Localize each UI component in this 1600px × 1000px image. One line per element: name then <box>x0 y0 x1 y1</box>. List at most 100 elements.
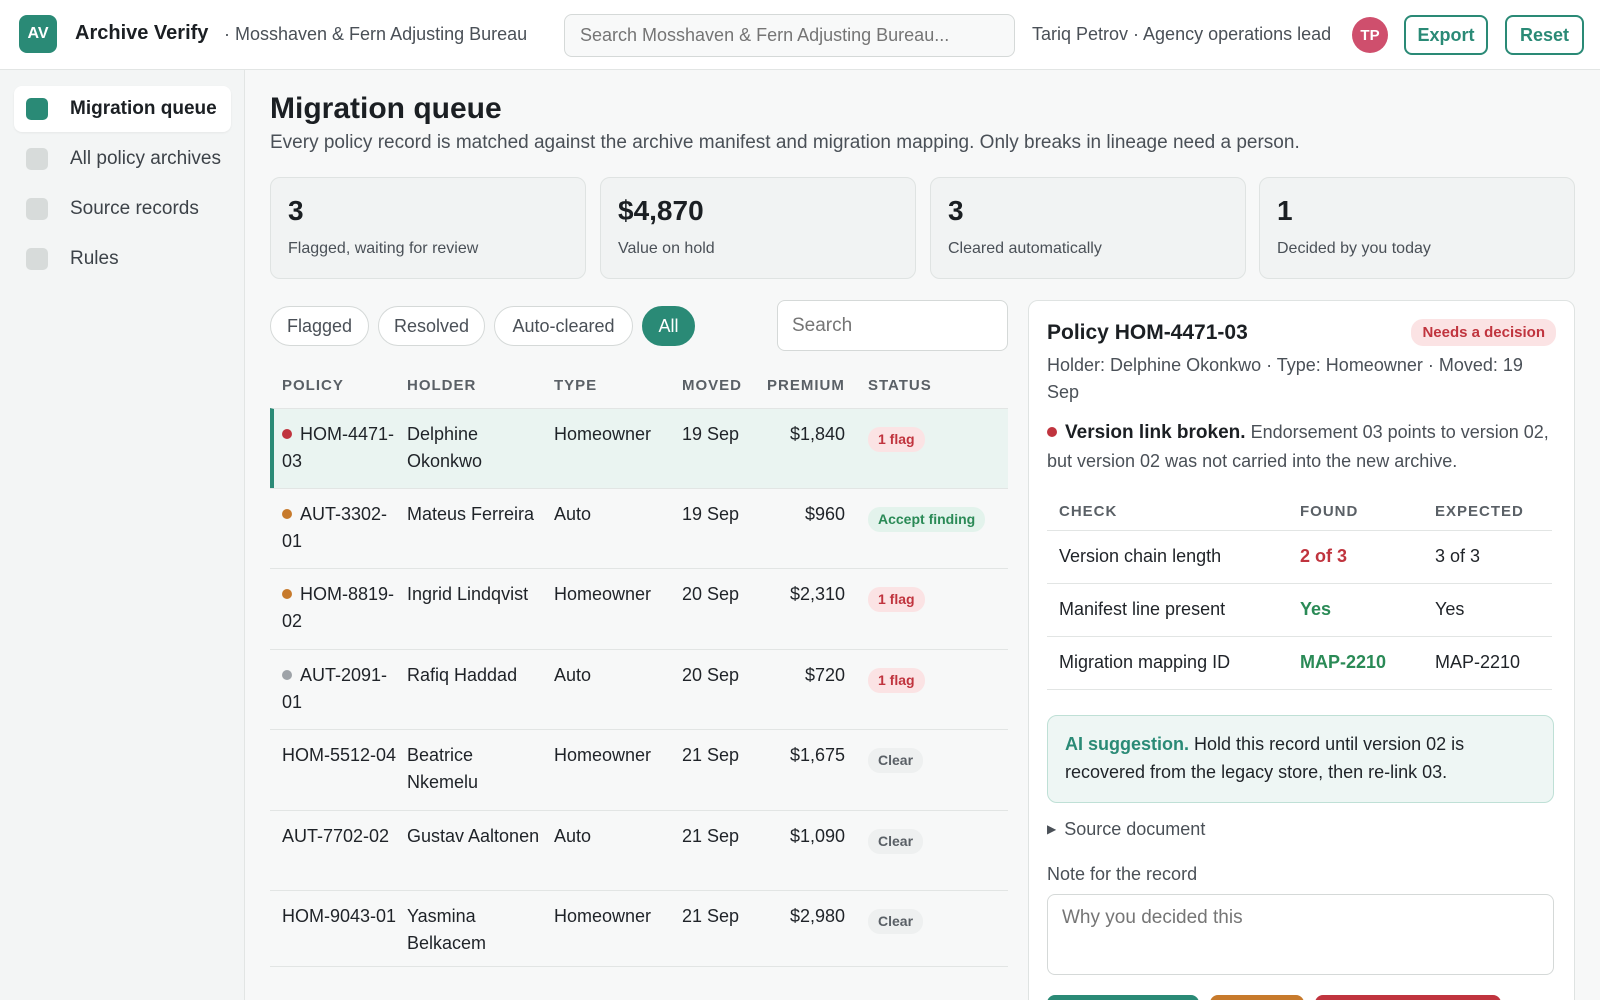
cell-policy: AUT-3302-01 <box>282 504 388 551</box>
filter-auto-cleared[interactable]: Auto-cleared <box>494 306 633 346</box>
status-dot-icon <box>282 429 292 439</box>
app-logo: AV <box>19 15 57 53</box>
check-name: Version chain length <box>1059 546 1222 566</box>
disclosure-triangle-icon: ▶ <box>1047 822 1057 836</box>
cell-policy: HOM-5512-04 <box>282 745 397 765</box>
cell-premium: $2,310 <box>789 584 845 604</box>
stat-card-decided: 1 Decided by you today <box>1259 177 1575 279</box>
table-header: POLICY HOLDER TYPE MOVED PREMIUM STATUS <box>270 365 1008 407</box>
sidebar-item-source-records[interactable]: Source records <box>14 186 231 232</box>
cell-policy: HOM-8819-02 <box>282 584 395 631</box>
cell-type: Homeowner <box>554 745 652 765</box>
ai-suggestion-text: Hold this record until version 02 is rec… <box>1065 734 1465 782</box>
cell-premium: $1,090 <box>789 826 845 846</box>
stat-value: 3 <box>948 195 964 226</box>
status-badge[interactable]: Accept finding <box>868 505 986 532</box>
status-badge: 1 flag <box>868 425 925 452</box>
cell-policy: AUT-2091-01 <box>282 665 388 712</box>
cell-moved: 20 Sep <box>682 665 740 685</box>
column-header-premium[interactable]: PREMIUM <box>767 377 845 394</box>
status-dot-icon <box>282 670 292 680</box>
stat-label: Decided by you today <box>1277 240 1431 257</box>
table-row[interactable]: AUT-2091-01 Rafiq Haddad Auto 20 Sep $720 1 f… <box>270 649 1008 729</box>
table-row[interactable]: HOM-4471-03 Delphine Okonkwo Homeowner 19 S… <box>270 408 1008 488</box>
cell-holder: Mateus Ferreira <box>407 504 535 524</box>
note-label: Note for the record <box>1047 864 1198 884</box>
sidebar: Migration queue All policy archives Sour… <box>0 70 245 1000</box>
check-row: Version chain length 2 of 3 3 of 3 <box>1047 531 1552 584</box>
sidebar-item-label: All policy archives <box>70 148 221 169</box>
filter-all[interactable]: All <box>642 306 695 346</box>
stat-label: Cleared automatically <box>948 240 1102 257</box>
app-name: Archive Verify <box>75 22 209 44</box>
stat-label: Flagged, waiting for review <box>288 240 479 257</box>
cell-type: Homeowner <box>554 906 652 926</box>
stat-card-flagged: 3 Flagged, waiting for review <box>270 177 586 279</box>
reject-action-button[interactable] <box>1315 995 1501 1000</box>
checks-header: CHECK FOUND EXPECTED <box>1047 491 1552 531</box>
cell-policy: AUT-7702-02 <box>282 826 390 846</box>
export-button[interactable]: Export <box>1404 15 1488 55</box>
issue-title: Version link broken. <box>1065 422 1246 443</box>
table-row[interactable]: HOM-5512-04 Beatrice Nkemelu Homeowner 21 S… <box>270 729 1008 810</box>
stat-card-cleared: 3 Cleared automatically <box>930 177 1246 279</box>
cell-moved: 21 Sep <box>682 906 740 926</box>
status-dot-icon <box>282 589 292 599</box>
nav-square-icon <box>26 98 48 120</box>
filter-flagged[interactable]: Flagged <box>270 306 369 346</box>
list-search-input[interactable] <box>777 300 1008 351</box>
column-header-moved[interactable]: MOVED <box>682 377 743 394</box>
table-row[interactable]: AUT-3302-01 Mateus Ferreira Auto 19 Sep $960… <box>270 488 1008 568</box>
detail-panel: Policy HOM-4471-03 Needs a decision Hold… <box>1028 300 1575 1000</box>
stat-value: $4,870 <box>618 195 704 226</box>
column-header-holder[interactable]: HOLDER <box>407 377 477 394</box>
status-badge: 1 flag <box>868 666 925 693</box>
primary-action-button[interactable] <box>1047 995 1199 1000</box>
stat-value: 1 <box>1277 195 1293 226</box>
status-badge: Clear <box>868 827 924 854</box>
sidebar-item-label: Migration queue <box>70 98 217 119</box>
column-header-type[interactable]: TYPE <box>554 377 598 394</box>
reset-button[interactable]: Reset <box>1505 15 1584 55</box>
found-column-header: FOUND <box>1300 503 1359 520</box>
check-name: Migration mapping ID <box>1059 652 1231 672</box>
sidebar-item-label: Rules <box>70 248 119 269</box>
table-bottom-border <box>270 966 1008 967</box>
cell-premium: $960 <box>804 504 845 524</box>
cell-type: Homeowner <box>554 584 652 604</box>
detail-title: Policy HOM-4471-03 <box>1047 321 1248 344</box>
source-document-toggle[interactable]: ▶ Source document <box>1047 819 1205 840</box>
page-title: Migration queue <box>270 92 502 125</box>
ai-suggestion: AI suggestion. Hold this record until ve… <box>1047 715 1554 803</box>
check-expected: 3 of 3 <box>1435 546 1481 566</box>
check-found: Yes <box>1300 599 1332 619</box>
detail-meta: Holder: Delphine Okonkwo · Type: Homeown… <box>1047 355 1523 402</box>
page-subtitle: Every policy record is matched against t… <box>270 132 1300 153</box>
cell-holder: Gustav Aaltonen <box>407 826 540 846</box>
cell-policy: HOM-9043-01 <box>282 906 397 926</box>
sidebar-item-all-policy-archives[interactable]: All policy archives <box>14 136 231 182</box>
avatar[interactable]: TP <box>1352 17 1388 53</box>
cell-policy: HOM-4471-03 <box>282 424 395 471</box>
status-badge: Clear <box>868 746 924 773</box>
cell-type: Auto <box>554 826 592 846</box>
table-row[interactable]: HOM-9043-01 Yasmina Belkacem Homeowner 21 S… <box>270 890 1008 966</box>
sidebar-item-label: Source records <box>70 198 199 219</box>
sidebar-item-rules[interactable]: Rules <box>14 236 231 282</box>
cell-holder: Delphine Okonkwo <box>407 424 483 471</box>
secondary-action-button[interactable] <box>1210 995 1304 1000</box>
stat-card-value-on-hold: $4,870 Value on hold <box>600 177 916 279</box>
note-field[interactable] <box>1047 894 1554 975</box>
filter-resolved[interactable]: Resolved <box>378 306 485 346</box>
table-row[interactable]: AUT-7702-02 Gustav Aaltonen Auto 21 Sep $1,0… <box>270 810 1008 890</box>
column-header-status[interactable]: STATUS <box>868 377 932 394</box>
cell-moved: 21 Sep <box>682 826 740 846</box>
sidebar-item-migration-queue[interactable]: Migration queue <box>14 86 231 132</box>
check-found: 2 of 3 <box>1300 546 1348 566</box>
ai-suggestion-label: AI suggestion. <box>1065 734 1190 754</box>
column-header-policy[interactable]: POLICY <box>282 377 344 394</box>
top-bar: AV Archive Verify · Mosshaven & Fern Adj… <box>0 0 1600 70</box>
decision-badge: Needs a decision <box>1411 319 1556 346</box>
global-search-input[interactable] <box>564 14 1015 57</box>
table-row[interactable]: HOM-8819-02 Ingrid Lindqvist Homeowner 20 S… <box>270 568 1008 649</box>
